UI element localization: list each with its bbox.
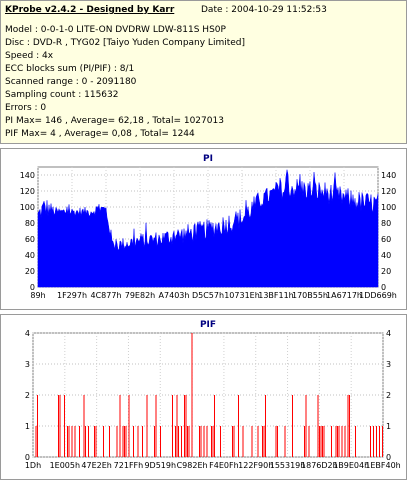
chart-title: PIF — [200, 320, 216, 330]
y-tick-label-left: 100 — [20, 203, 35, 212]
y-tick-label-right: 1 — [386, 422, 391, 431]
y-tick-label-left: 1 — [25, 422, 30, 431]
x-tick-label: 1E005h — [50, 461, 80, 470]
drive-model: Model : 0-0-1-0 LITE-ON DVDRW LDW-811S H… — [5, 25, 226, 35]
x-tick-label: 47E2Eh — [81, 461, 111, 470]
x-tick-label: 13BF11h — [258, 291, 294, 300]
y-tick-label-right: 100 — [381, 203, 396, 212]
x-tick-label: F4E0Fh — [209, 461, 239, 470]
x-tick-label: 1EBF40h — [365, 461, 400, 470]
y-tick-label-left: 120 — [20, 187, 35, 196]
y-tick-label-right: 80 — [381, 219, 391, 228]
pi-stats: PI Max= 146 , Average= 62,18 , Total= 10… — [5, 116, 224, 126]
y-tick-label-left: 0 — [30, 283, 35, 292]
sampling-count: Sampling count : 115632 — [5, 90, 119, 100]
y-tick-label-left: 4 — [25, 329, 30, 338]
x-tick-label: 1A6717h — [326, 291, 362, 300]
x-tick-label: 1876D2h — [301, 461, 338, 470]
app-title: KProbe v2.4.2 - Designed by Karr — [5, 5, 175, 15]
x-tick-label: 1B9E04h — [333, 461, 369, 470]
x-tick-label: 721FFh — [114, 461, 144, 470]
speed: Speed : 4x — [5, 51, 54, 61]
y-tick-label-left: 3 — [25, 360, 30, 369]
y-tick-label-left: 20 — [25, 267, 35, 276]
pi-chart: PI 0 0 20 20 40 40 60 60 80 80 100 100 120 120 140 140 89… — [20, 154, 397, 300]
x-tick-label: C982Eh — [177, 461, 208, 470]
y-tick-label-left: 80 — [25, 219, 35, 228]
y-tick-label-right: 0 — [386, 453, 391, 462]
ecc-sum: ECC blocks sum (PI/PIF) : 8/1 — [5, 64, 135, 74]
x-tick-label: D5C57h — [192, 291, 224, 300]
y-tick-label-right: 20 — [381, 267, 391, 276]
chart-title: PI — [203, 154, 213, 164]
info-panel: KProbe v2.4.2 - Designed by Karr Date : … — [0, 0, 407, 144]
x-tick-label: 89h — [30, 291, 45, 300]
y-tick-label-left: 40 — [25, 251, 35, 260]
x-tick-label: 1DD669h — [359, 291, 397, 300]
disc-info: Disc : DVD-R , TYG02 [Taiyo Yuden Compan… — [5, 38, 246, 48]
pi-chart-panel: PI 0 0 20 20 40 40 60 60 80 80 100 100 120 120 140 140 89… — [0, 148, 407, 310]
errors: Errors : 0 — [5, 103, 47, 113]
x-tick-label: 155319h — [270, 461, 306, 470]
pi-series-area — [37, 169, 379, 288]
x-tick-label: 9D519h — [144, 461, 176, 470]
y-tick-label-right: 0 — [381, 283, 386, 292]
y-tick-label-right: 120 — [381, 187, 396, 196]
x-tick-label: 79E82h — [125, 291, 155, 300]
x-tick-label: 10731Eh — [224, 291, 260, 300]
y-tick-label-right: 2 — [386, 391, 391, 400]
scanned-range: Scanned range : 0 - 2091180 — [5, 77, 137, 87]
y-tick-label-right: 140 — [381, 171, 396, 180]
y-tick-label-left: 140 — [20, 171, 35, 180]
x-tick-label: 4C877h — [90, 291, 121, 300]
y-tick-label-right: 4 — [386, 329, 391, 338]
scan-date: Date : 2004-10-29 11:52:53 — [201, 5, 327, 15]
x-tick-label: 1F297h — [57, 291, 87, 300]
x-tick-label: A7403h — [159, 291, 190, 300]
y-tick-label-left: 2 — [25, 391, 30, 400]
pif-chart-panel: PIF 0 0 1 1 2 2 3 3 4 4 1Dh 1E005h 47E2Eh 721FFh 9D519h… — [0, 314, 407, 480]
y-tick-label-left: 0 — [25, 453, 30, 462]
x-tick-label: 122F90h — [238, 461, 273, 470]
x-tick-label: 170B55h — [292, 291, 328, 300]
x-tick-label: 1Dh — [25, 461, 41, 470]
y-tick-label-right: 40 — [381, 251, 391, 260]
y-tick-label-right: 60 — [381, 235, 391, 244]
pif-stats: PIF Max= 4 , Average= 0,08 , Total= 1244 — [5, 129, 195, 139]
pif-chart: PIF 0 0 1 1 2 2 3 3 4 4 1Dh 1E005h 47E2Eh 721FFh 9D519h… — [25, 320, 401, 470]
y-tick-label-left: 60 — [25, 235, 35, 244]
y-tick-label-right: 3 — [386, 360, 391, 369]
